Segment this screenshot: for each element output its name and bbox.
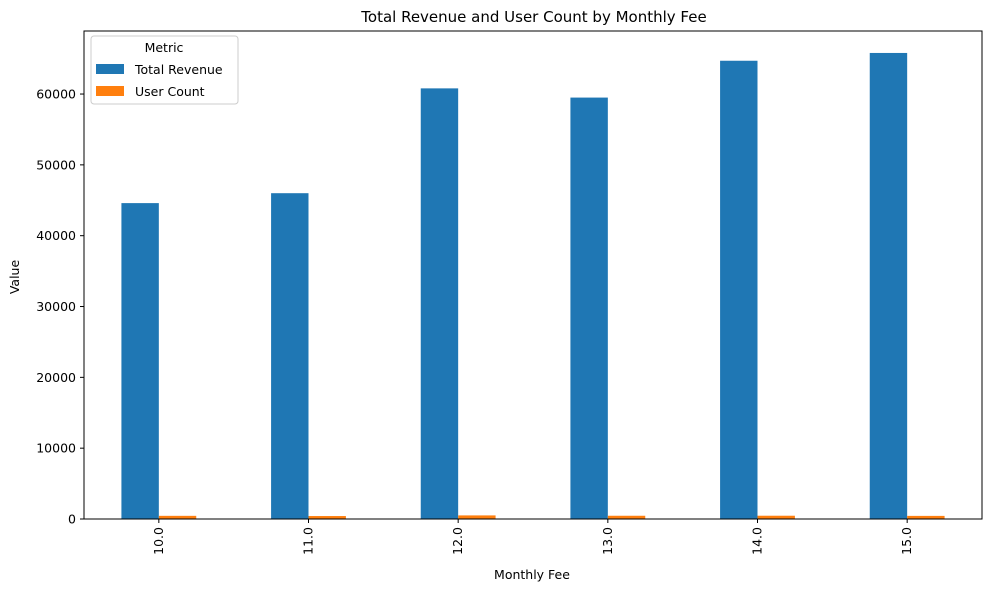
x-tick-label: 15.0 — [899, 527, 914, 555]
x-tick-label: 12.0 — [450, 527, 465, 555]
ticks-layer: 10.0 11.0 12.0 13.0 14.0 15.0 0 10000 20000 30000… — [36, 87, 914, 555]
legend-title: Metric — [145, 40, 184, 55]
legend-swatch-total-revenue — [96, 64, 124, 74]
x-tick-label: 13.0 — [600, 527, 615, 555]
x-axis-label: Monthly Fee — [494, 567, 570, 582]
bar-total-revenue-13-0 — [570, 97, 608, 520]
x-tick-label: 10.0 — [151, 527, 166, 555]
bar-total-revenue-10-0 — [121, 203, 159, 520]
bar-user-count-13-0 — [607, 515, 646, 519]
x-tick-label: 11.0 — [301, 527, 316, 555]
legend-swatch-user-count — [96, 86, 124, 96]
legend: Metric Total Revenue User Count — [90, 35, 239, 105]
chart-title: Total Revenue and User Count by Monthly … — [360, 8, 706, 26]
bar-total-revenue-12-0 — [420, 88, 459, 519]
y-tick-label: 50000 — [36, 157, 76, 172]
y-tick-label: 10000 — [36, 441, 76, 456]
x-tick-label: 14.0 — [750, 527, 765, 555]
legend-box — [90, 35, 239, 105]
y-tick-label: 20000 — [36, 370, 76, 385]
y-tick-label: 30000 — [36, 299, 76, 314]
bar-user-count-12-0 — [458, 515, 496, 519]
bar-user-count-14-0 — [757, 515, 795, 519]
bar-total-revenue-15-0 — [869, 52, 908, 520]
y-tick-label: 60000 — [36, 87, 76, 102]
bar-user-count-15-0 — [907, 515, 945, 519]
bar-user-count-11-0 — [308, 516, 346, 519]
y-tick-label: 40000 — [36, 228, 76, 243]
y-axis-label: Value — [7, 260, 22, 295]
bar-user-count-10-0 — [158, 515, 197, 519]
plot-frame — [83, 30, 983, 520]
bar-total-revenue-11-0 — [271, 193, 309, 519]
legend-label-total-revenue: Total Revenue — [134, 62, 223, 77]
bars-layer — [121, 52, 945, 520]
legend-label-user-count: User Count — [135, 84, 205, 99]
bar-total-revenue-14-0 — [720, 60, 758, 519]
y-tick-label: 0 — [68, 512, 76, 527]
